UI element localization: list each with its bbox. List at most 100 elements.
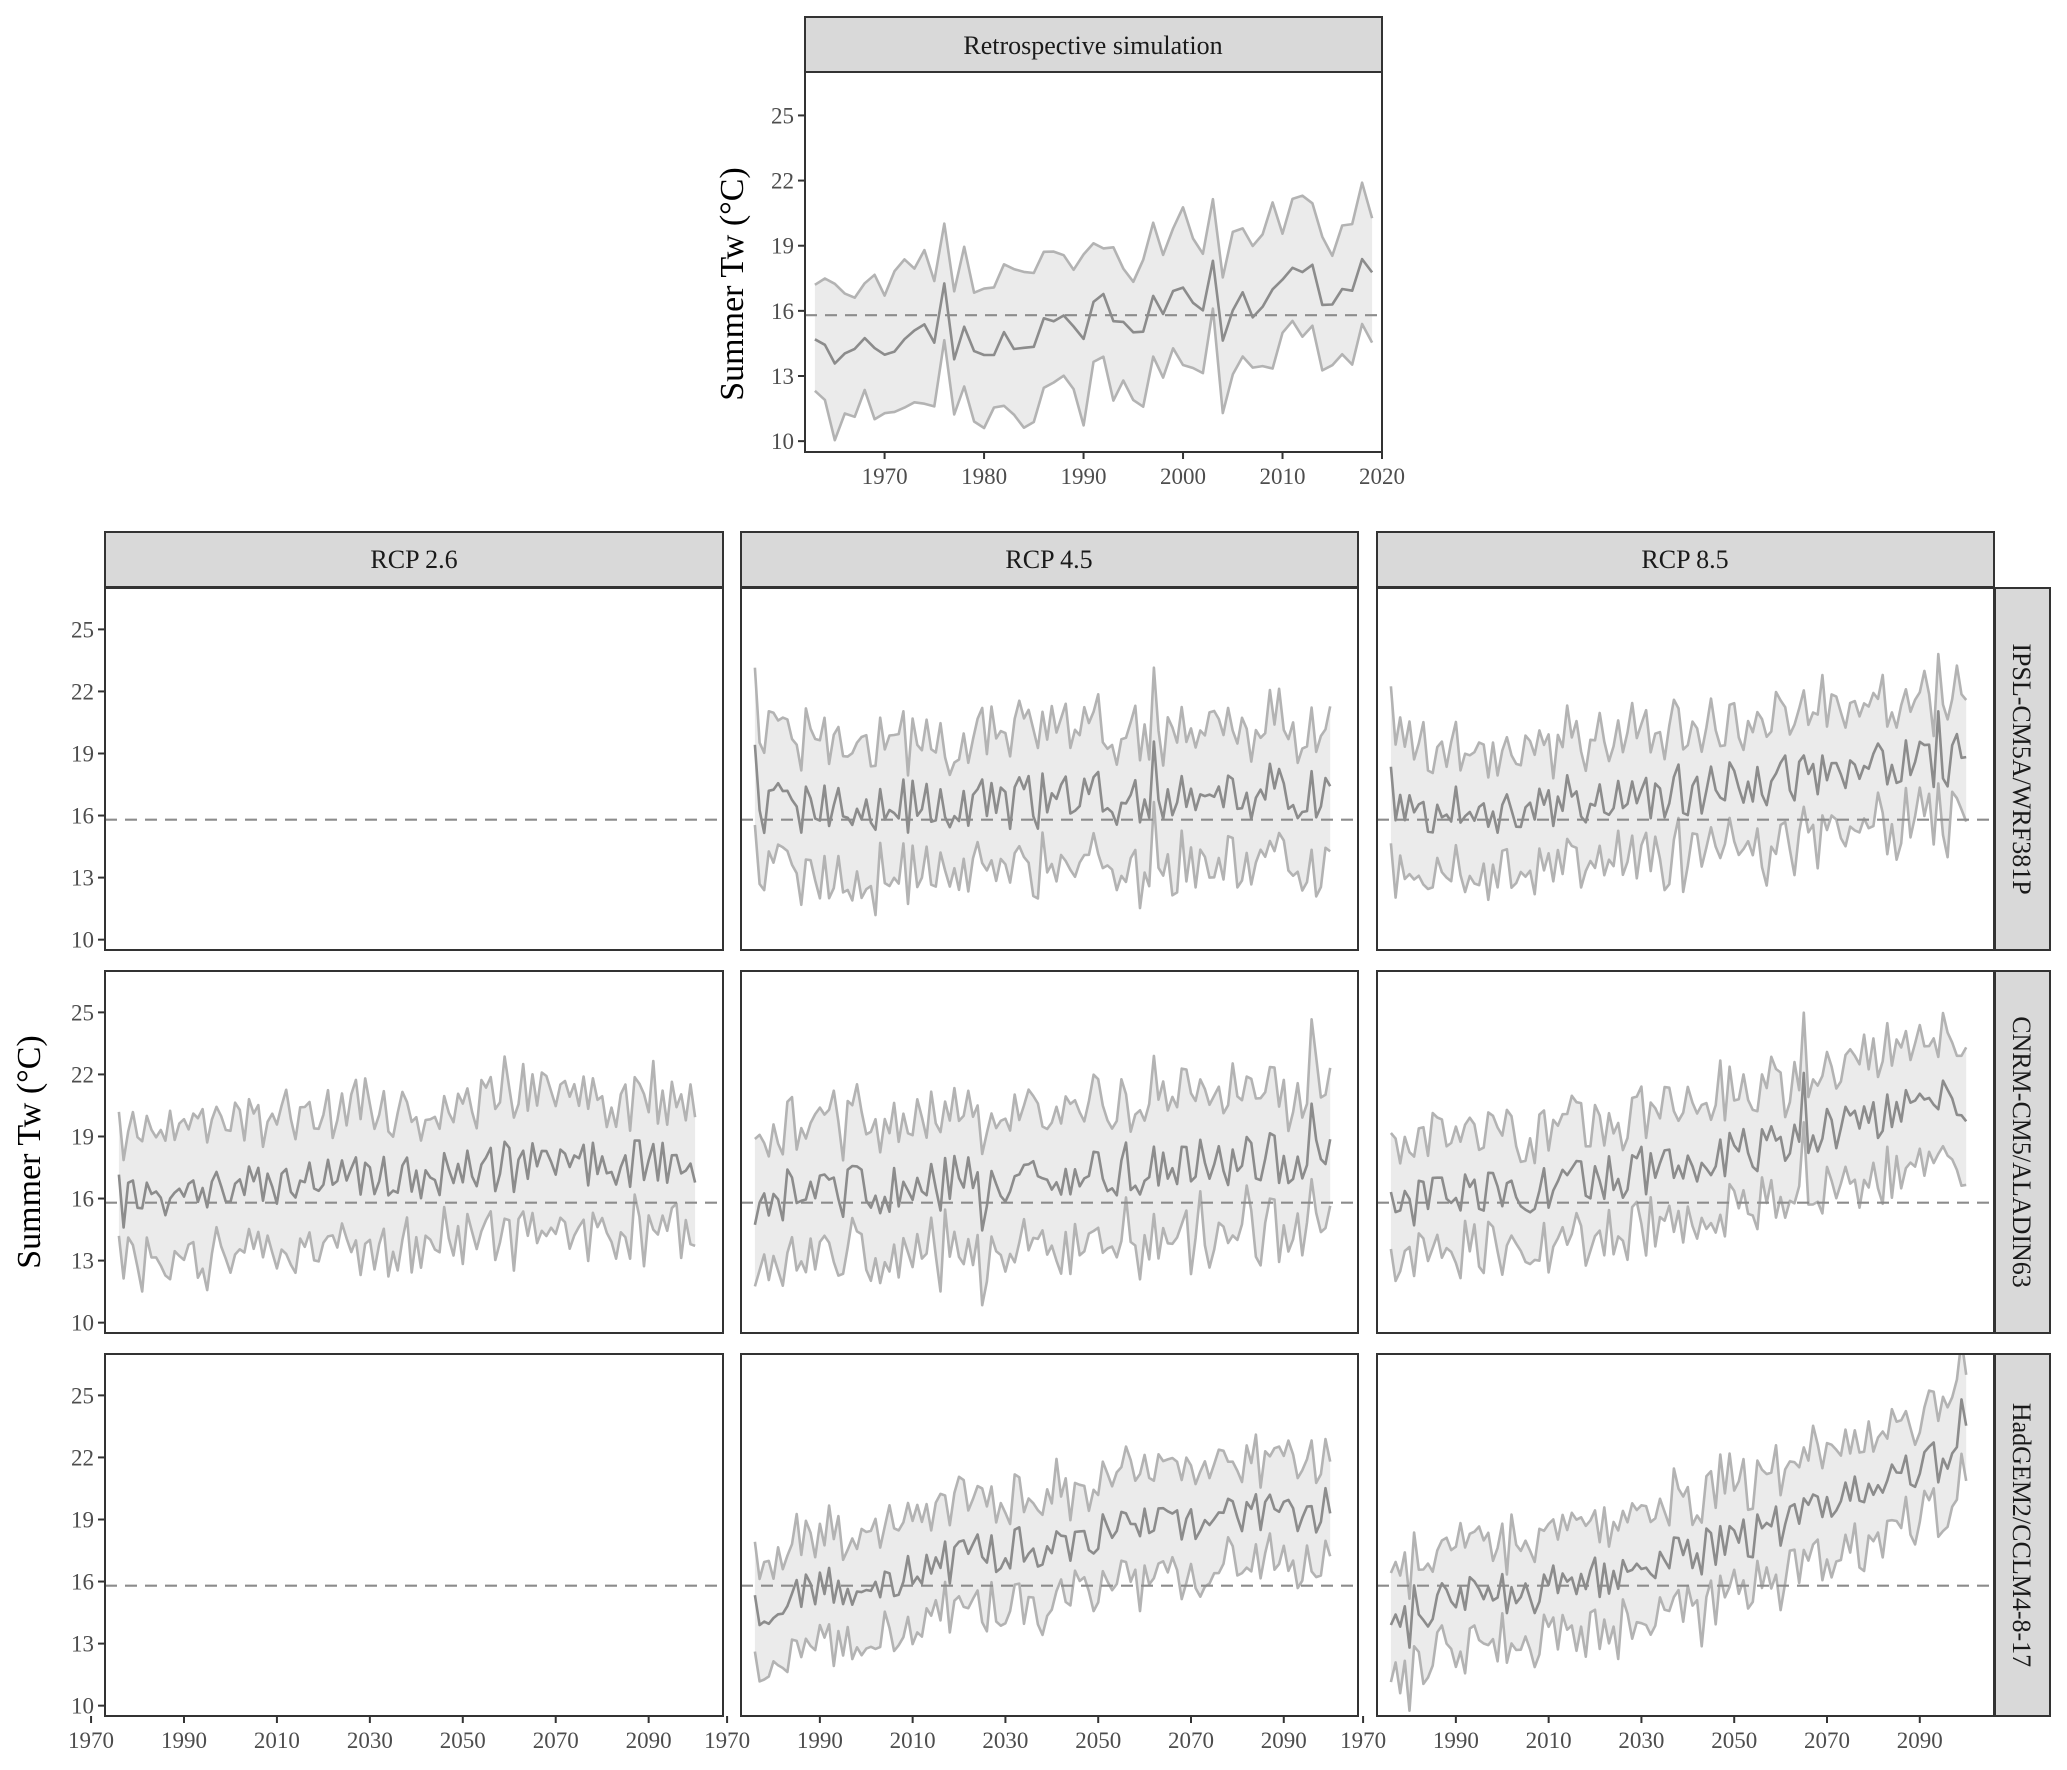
panel-2 [740,587,1359,951]
y-tick-label: 22 [71,1445,94,1470]
panel-0: 10 13 16 19 22 25 1970 1980 1990 2000 2010 2020 [771,71,1405,489]
panel-border [740,1353,1359,1717]
panel-background [105,1354,723,1716]
plot-area [1377,1354,1994,1712]
lower-bound-line [1389,782,1968,902]
column-strip-rcp85: RCP 8.5 [1376,531,1995,588]
plot-area [105,1055,723,1293]
mean-line [753,1486,1332,1627]
y-tick-label: 10 [71,928,94,953]
x-tick-label: 2070 [533,1728,579,1753]
row-strip-cnrm-label: CNRM-CM5/ALADIN63 [2007,1016,2036,1288]
y-tick-label: 16 [771,299,794,324]
panel-border [104,970,724,1334]
x-tick-label: 2050 [1711,1728,1757,1753]
x-tick-label: 2090 [626,1728,672,1753]
y-tick-label: 22 [71,1062,94,1087]
y-tick-label: 22 [71,679,94,704]
plot-area [741,1018,1358,1307]
upper-bound-line [1389,1354,1968,1600]
x-tick-label: 1990 [1433,1728,1479,1753]
panels: 10 13 16 19 22 25 1970 1980 1990 2000 2010 2020 10 13… [68,71,1995,1753]
x-tick-label: 1970 [68,1728,114,1753]
y-tick-label: 25 [71,1000,94,1025]
lower-bound-line [117,1193,696,1293]
column-strip-rcp26-label: RCP 2.6 [370,545,457,574]
x-tick-label: 2070 [1168,1728,1214,1753]
retro-strip: Retrospective simulation [804,16,1383,73]
x-tick-label: 1990 [1061,464,1107,489]
mean-line [1389,1398,1968,1649]
upper-bound-line [814,181,1374,299]
x-tick-label: 2010 [254,1728,300,1753]
retro-strip-label: Retrospective simulation [963,31,1222,60]
mean-line [753,1102,1332,1232]
uncertainty-ribbon [754,1434,1331,1682]
y-tick-label: 19 [771,234,794,259]
plot-area [741,1433,1358,1683]
plot-area [1377,652,1994,902]
x-tick-label: 1980 [961,464,1007,489]
plot-area [741,666,1358,917]
x-tick-label: 2010 [1526,1728,1572,1753]
y-tick-label: 25 [71,1383,94,1408]
lower-bound-line [753,1177,1332,1307]
grid-y-axis-title: Summer Tw (°C) [11,1035,48,1268]
panel-6 [1376,970,1995,1334]
row-strip-hadgem-label: HadGEM2/CCLM4-8-17 [2007,1403,2036,1667]
x-tick-label: 1990 [161,1728,207,1753]
column-strip-rcp45: RCP 4.5 [740,531,1359,588]
uncertainty-ribbon [754,667,1331,916]
x-tick-label: 2010 [890,1728,936,1753]
panel-border [1376,1353,1995,1717]
y-tick-label: 19 [71,1507,94,1532]
panel-4: 10 13 16 19 22 25 [71,970,724,1336]
y-tick-label: 19 [71,741,94,766]
uncertainty-ribbon [814,182,1373,441]
y-tick-label: 22 [771,169,794,194]
row-strip-hadgem: HadGEM2/CCLM4-8-17 [1994,1353,2051,1717]
plot-area [805,181,1382,442]
panel-background [105,588,723,950]
uncertainty-ribbon [754,1019,1331,1306]
panel-border [104,587,724,951]
row-strip-ipsl-label: IPSL-CM5A/WRF381P [2007,643,2036,894]
x-tick-label: 2000 [1160,464,1206,489]
x-tick-label: 2090 [1897,1728,1943,1753]
retro-y-axis-title: Summer Tw (°C) [714,167,751,400]
x-tick-label: 2070 [1804,1728,1850,1753]
x-tick-label: 1970 [1340,1728,1386,1753]
uncertainty-ribbon [118,1056,696,1292]
mean-line [1389,1071,1968,1227]
panel-9: 1970 1990 2010 2030 2050 2070 2090 [1340,1353,1995,1753]
x-tick-label: 2050 [1075,1728,1121,1753]
panel-border [740,970,1359,1334]
x-tick-label: 2020 [1359,464,1405,489]
x-tick-label: 2030 [982,1728,1028,1753]
y-tick-label: 16 [71,1570,94,1595]
lower-bound-line [1389,1452,1968,1712]
upper-bound-line [753,666,1332,777]
x-tick-label: 2090 [1261,1728,1307,1753]
uncertainty-ribbon [1390,1012,1967,1281]
panel-border [740,587,1359,951]
y-tick-label: 13 [71,1632,94,1657]
panel-3 [1376,587,1995,951]
lower-bound-line [753,800,1331,917]
x-tick-label: 2030 [347,1728,393,1753]
lower-bound-line [1389,1121,1967,1283]
y-tick-label: 10 [771,429,794,454]
x-tick-label: 1990 [797,1728,843,1753]
mean-line [117,1139,697,1229]
upper-bound-line [1389,1011,1968,1165]
upper-bound-line [754,1018,1332,1162]
y-tick-label: 16 [71,804,94,829]
y-tick-label: 13 [771,364,794,389]
y-tick-label: 13 [71,1249,94,1274]
y-tick-label: 16 [71,1187,94,1212]
y-tick-label: 19 [71,1124,94,1149]
column-strip-rcp26: RCP 2.6 [104,531,724,588]
x-tick-label: 2030 [1618,1728,1664,1753]
lower-bound-line [814,307,1374,442]
